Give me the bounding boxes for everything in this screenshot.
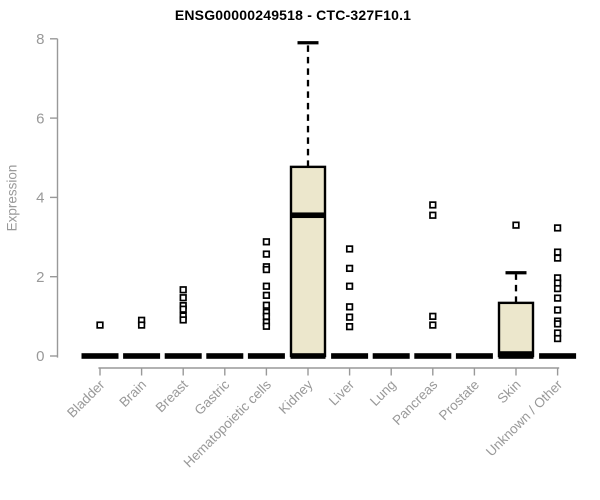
outlier-point — [345, 245, 354, 253]
x-category-label-gastric: Gastric — [192, 377, 233, 418]
x-category-label-liver: Liver — [326, 377, 358, 409]
median-line-zero — [331, 353, 369, 359]
outlier-point — [345, 282, 354, 290]
median-line — [499, 351, 533, 357]
outlier-point — [179, 294, 187, 302]
outlier-point — [179, 305, 187, 313]
outlier-point — [345, 303, 354, 311]
x-category-label-kidney: Kidney — [276, 377, 316, 417]
outlier-point — [553, 306, 562, 314]
boxplot-skin — [497, 221, 535, 359]
boxplot-kidney — [289, 41, 327, 359]
outlier-point — [553, 284, 562, 293]
boxplot-gastric — [206, 353, 244, 359]
outlier-point — [429, 211, 437, 219]
y-tick-label: 2 — [36, 269, 44, 286]
x-category-label-brain: Brain — [116, 377, 149, 410]
x-category-label-lung: Lung — [367, 377, 399, 409]
x-category-label-bladder: Bladder — [64, 377, 108, 421]
outlier-point — [345, 313, 354, 321]
outlier-point — [179, 316, 187, 324]
x-category-label-unknown-other: Unknown / Other — [483, 377, 566, 460]
outlier-point — [96, 321, 104, 329]
median-line-zero — [414, 353, 452, 359]
x-category-label-pancreas: Pancreas — [389, 377, 440, 428]
median-line-zero — [123, 353, 161, 359]
outlier-point — [345, 323, 354, 331]
outlier-point — [553, 320, 562, 328]
median-line-zero — [539, 353, 577, 359]
y-axis-title: Expression — [5, 165, 20, 232]
median-line-zero — [164, 353, 202, 359]
outlier-point — [262, 238, 271, 246]
box — [289, 165, 327, 358]
boxplot-prostate — [455, 353, 493, 359]
y-tick-label: 6 — [36, 110, 44, 127]
y-tick-label: 4 — [36, 190, 44, 207]
outlier-point — [553, 254, 562, 262]
median-line — [291, 212, 325, 219]
chart-title: ENSG00000249518 - CTC-327F10.1 — [174, 7, 412, 23]
outlier-point — [262, 291, 271, 299]
outlier-point — [262, 301, 271, 309]
x-category-label-breast: Breast — [153, 377, 191, 415]
outlier-point — [262, 282, 271, 290]
outlier-point — [429, 321, 437, 329]
outlier-point — [262, 265, 271, 274]
boxplot-lung — [372, 353, 410, 359]
outlier-point — [553, 334, 562, 343]
box — [497, 301, 535, 358]
outlier-point — [345, 264, 354, 273]
outlier-point — [553, 294, 562, 302]
boxplot-bladder — [81, 321, 119, 359]
median-line-zero — [206, 353, 244, 359]
outlier-point — [137, 321, 146, 329]
boxplot-hematopoietic-cells — [247, 238, 285, 359]
box-bottom-edge — [290, 353, 326, 359]
boxplot-liver — [331, 245, 369, 359]
median-line-zero — [455, 353, 493, 359]
outlier-point — [262, 322, 271, 330]
outlier-point — [262, 312, 271, 320]
y-tick-label: 8 — [36, 31, 44, 48]
outlier-point — [429, 201, 437, 209]
x-category-label-skin: Skin — [494, 377, 523, 406]
boxplot-breast — [164, 286, 202, 359]
outlier-point — [553, 224, 562, 232]
outlier-point — [512, 221, 520, 229]
boxplot-pancreas — [414, 201, 452, 359]
outlier-point — [262, 250, 271, 258]
outlier-point — [179, 286, 187, 294]
x-category-label-prostate: Prostate — [436, 377, 482, 423]
median-line-zero — [247, 353, 285, 359]
y-tick-label: 0 — [36, 348, 44, 365]
median-line-zero — [81, 353, 119, 359]
y-axis: 0 2 4 6 8 Expression — [5, 31, 59, 365]
outlier-point — [553, 248, 562, 256]
boxplot-brain — [123, 316, 161, 359]
boxplot-unknown-other — [539, 224, 577, 359]
outlier-point — [429, 312, 437, 320]
median-line-zero — [372, 353, 410, 359]
